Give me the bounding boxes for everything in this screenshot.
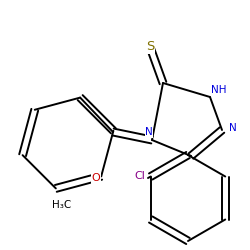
Text: O: O [92, 173, 100, 183]
Text: Cl: Cl [134, 171, 145, 181]
Text: NH: NH [211, 85, 227, 95]
Text: N: N [145, 127, 153, 137]
Text: S: S [146, 40, 154, 54]
Text: N: N [229, 123, 237, 133]
Text: H₃C: H₃C [52, 200, 71, 210]
